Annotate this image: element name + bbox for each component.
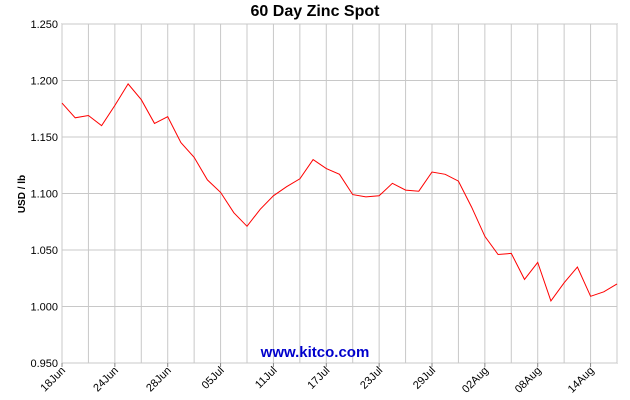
x-tick-label: 11Jul [253,365,280,392]
chart-title: 60 Day Zinc Spot [251,3,381,20]
x-tick-label: 29Jul [411,365,438,392]
y-tick-label: 1.200 [30,76,58,88]
y-tick-label: 1.100 [30,189,58,201]
plot [61,83,618,302]
y-tick-label: 1.150 [30,132,58,144]
watermark: www.kitco.com [260,344,370,361]
y-tick-label: 1.050 [30,245,58,257]
y-tick-label: 1.000 [30,302,58,314]
x-tick-label: 14Aug [566,365,597,396]
x-tick-label: 02Aug [460,365,491,396]
x-tick-label: 05Jul [200,365,227,392]
line-series [61,83,618,302]
x-tick-label: 28Jun [144,365,174,395]
x-tick-label: 08Aug [513,365,544,396]
y-axis-label: USD / lb [17,175,28,213]
y-tick-label: 0.950 [30,358,58,370]
y-tick-label: 1.250 [30,19,58,31]
grid: 0.9501.0001.0501.1001.1501.2001.25018Jun… [30,19,618,396]
x-tick-label: 17Jul [305,365,332,392]
x-tick-label: 24Jun [91,365,121,395]
x-tick-label: 23Jul [358,365,385,392]
